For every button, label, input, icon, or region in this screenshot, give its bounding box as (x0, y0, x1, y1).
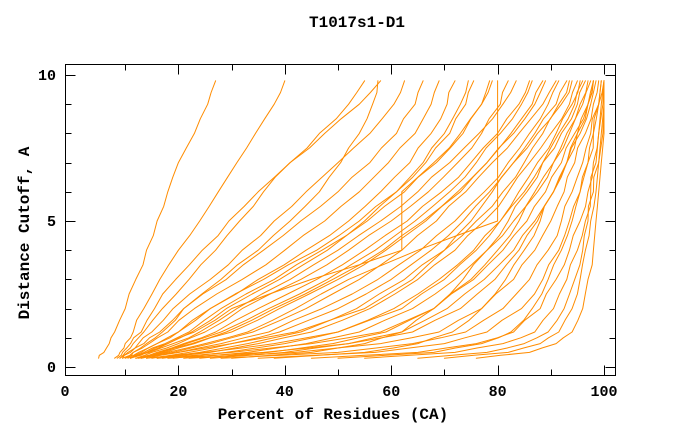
model-curve (127, 80, 491, 359)
model-curve (119, 80, 405, 359)
model-curve (151, 80, 570, 359)
y-tick-label: 0 (47, 360, 56, 377)
model-curve (156, 80, 573, 359)
model-curve (124, 80, 424, 359)
y-tick-label: 10 (38, 68, 56, 85)
x-tick-label: 20 (169, 384, 187, 401)
model-curve (161, 80, 578, 359)
model-curve (156, 80, 589, 359)
model-curve (209, 80, 597, 359)
model-curve (135, 80, 509, 359)
model-curve (337, 80, 602, 359)
x-tick-label: 80 (489, 384, 507, 401)
model-curve (130, 80, 517, 359)
x-axis-title: Percent of Residues (CA) (217, 406, 449, 424)
model-curve (220, 80, 602, 359)
model-curve (140, 80, 499, 359)
model-curve (310, 80, 605, 359)
model-curve (124, 80, 456, 359)
model-curve (146, 80, 560, 359)
model-curve (114, 80, 286, 359)
model-curve (443, 80, 605, 359)
model-curve (475, 80, 605, 359)
model-curve (146, 80, 581, 359)
chart-title: T1017s1-D1 (308, 14, 405, 32)
model-curve (130, 80, 475, 359)
x-tick-label: 60 (382, 384, 400, 401)
model-curve (138, 80, 546, 359)
x-tick-label: 0 (60, 384, 69, 401)
model-curve (116, 80, 382, 359)
model-curve (188, 80, 600, 359)
model-curve (172, 80, 586, 359)
x-tick-label: 100 (590, 384, 617, 401)
model-curve (364, 80, 605, 359)
plot-frame (65, 64, 616, 376)
model-curve (138, 80, 533, 359)
model-curve (140, 80, 544, 359)
model-curve (199, 80, 594, 359)
model-curve (119, 80, 366, 359)
model-curve (122, 80, 440, 359)
model-curve (140, 80, 557, 359)
y-tick-label: 5 (47, 214, 56, 231)
model-curve (273, 80, 594, 359)
model-curve (231, 80, 584, 359)
model-curve (98, 80, 217, 359)
x-tick-label: 40 (276, 384, 294, 401)
model-curve (122, 80, 379, 359)
model-curve (417, 80, 605, 359)
